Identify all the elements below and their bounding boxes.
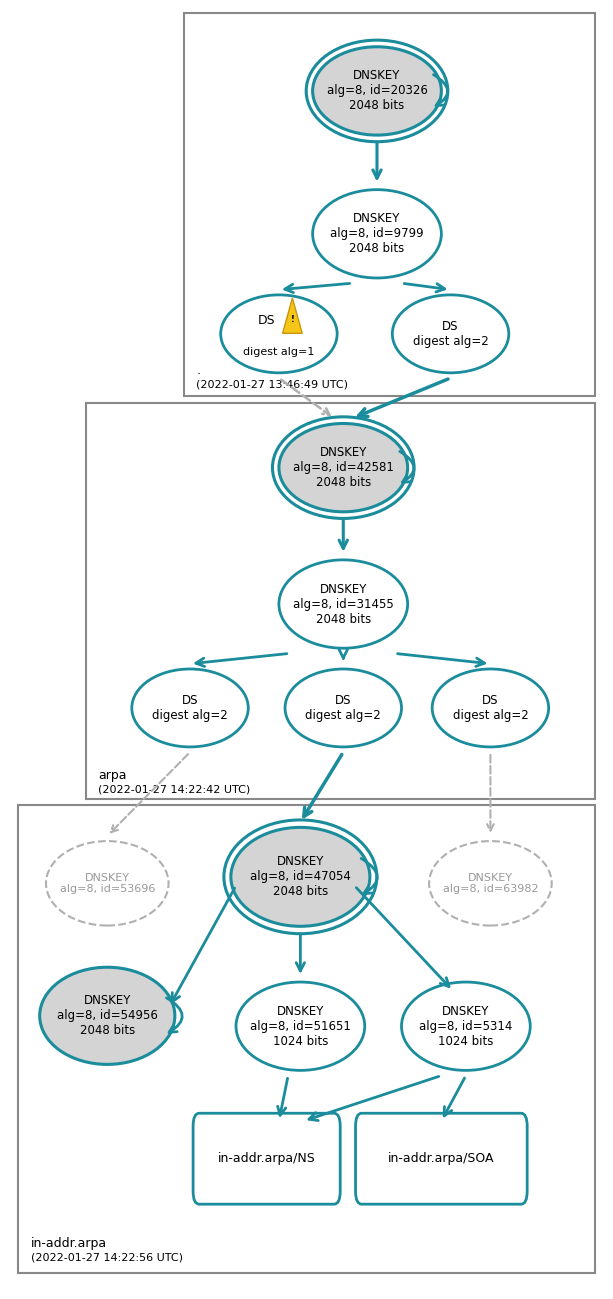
FancyArrowPatch shape <box>400 451 414 482</box>
Text: DNSKEY
alg=8, id=63982: DNSKEY alg=8, id=63982 <box>443 873 538 894</box>
FancyBboxPatch shape <box>184 13 595 396</box>
Text: DNSKEY
alg=8, id=31455
2048 bits: DNSKEY alg=8, id=31455 2048 bits <box>293 582 394 626</box>
FancyArrowPatch shape <box>361 859 377 894</box>
Text: DNSKEY
alg=8, id=47054
2048 bits: DNSKEY alg=8, id=47054 2048 bits <box>250 855 351 899</box>
Ellipse shape <box>46 842 169 925</box>
Text: DNSKEY
alg=8, id=9799
2048 bits: DNSKEY alg=8, id=9799 2048 bits <box>330 212 424 256</box>
Text: DNSKEY
alg=8, id=42581
2048 bits: DNSKEY alg=8, id=42581 2048 bits <box>293 446 394 490</box>
FancyBboxPatch shape <box>356 1113 527 1204</box>
Text: digest alg=1: digest alg=1 <box>243 347 314 357</box>
Ellipse shape <box>392 295 509 373</box>
Ellipse shape <box>429 842 552 925</box>
Ellipse shape <box>432 669 549 747</box>
Ellipse shape <box>313 47 441 135</box>
Ellipse shape <box>221 295 337 373</box>
Text: DS
digest alg=2: DS digest alg=2 <box>413 320 489 348</box>
Text: DS
digest alg=2: DS digest alg=2 <box>152 694 228 722</box>
Text: DNSKEY
alg=8, id=5314
1024 bits: DNSKEY alg=8, id=5314 1024 bits <box>419 1004 512 1048</box>
Text: in-addr.arpa: in-addr.arpa <box>31 1237 107 1250</box>
Ellipse shape <box>231 827 370 926</box>
Text: DS
digest alg=2: DS digest alg=2 <box>452 694 528 722</box>
Text: !: ! <box>291 316 294 325</box>
Text: .: . <box>196 364 200 377</box>
Text: arpa: arpa <box>98 769 126 782</box>
Text: (2022-01-27 14:22:56 UTC): (2022-01-27 14:22:56 UTC) <box>31 1252 183 1263</box>
Text: DS: DS <box>258 314 275 327</box>
Text: in-addr.arpa/NS: in-addr.arpa/NS <box>218 1152 316 1165</box>
Ellipse shape <box>285 669 402 747</box>
Polygon shape <box>283 297 302 334</box>
Text: in-addr.arpa/SOA: in-addr.arpa/SOA <box>388 1152 495 1165</box>
FancyBboxPatch shape <box>193 1113 340 1204</box>
Ellipse shape <box>279 560 408 648</box>
Ellipse shape <box>40 968 175 1064</box>
FancyArrowPatch shape <box>167 998 182 1033</box>
Text: (2022-01-27 13:46:49 UTC): (2022-01-27 13:46:49 UTC) <box>196 379 348 390</box>
Ellipse shape <box>279 423 408 512</box>
FancyBboxPatch shape <box>86 403 595 799</box>
FancyBboxPatch shape <box>18 805 595 1273</box>
Text: DNSKEY
alg=8, id=51651
1024 bits: DNSKEY alg=8, id=51651 1024 bits <box>250 1004 351 1048</box>
Ellipse shape <box>313 190 441 278</box>
FancyArrowPatch shape <box>433 74 447 105</box>
Text: (2022-01-27 14:22:42 UTC): (2022-01-27 14:22:42 UTC) <box>98 785 250 795</box>
Text: DNSKEY
alg=8, id=54956
2048 bits: DNSKEY alg=8, id=54956 2048 bits <box>57 994 158 1038</box>
Text: DS
digest alg=2: DS digest alg=2 <box>305 694 381 722</box>
Text: DNSKEY
alg=8, id=53696: DNSKEY alg=8, id=53696 <box>59 873 155 894</box>
Text: DNSKEY
alg=8, id=20326
2048 bits: DNSKEY alg=8, id=20326 2048 bits <box>327 69 427 113</box>
Ellipse shape <box>236 982 365 1070</box>
Ellipse shape <box>132 669 248 747</box>
Ellipse shape <box>402 982 530 1070</box>
